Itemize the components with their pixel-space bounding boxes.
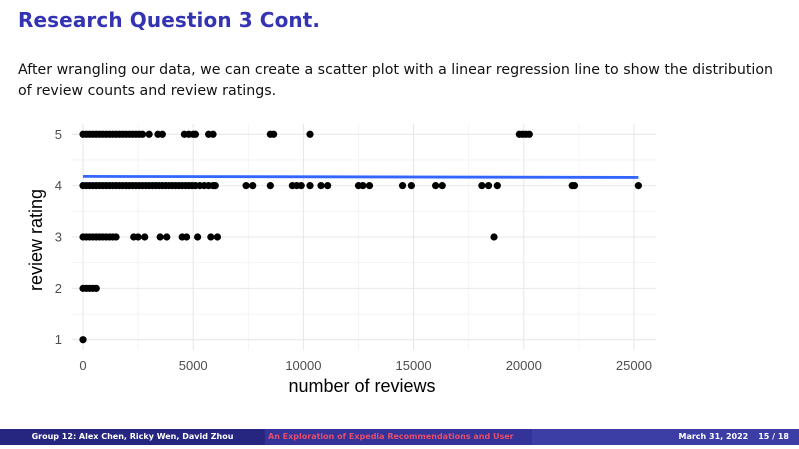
data-point [306,182,314,190]
data-point [306,130,314,138]
data-point [156,233,164,241]
y-tick-label: 5 [55,127,62,142]
data-point [490,233,498,241]
data-point [634,182,642,190]
slide-body-text: After wrangling our data, we can create … [18,62,774,99]
x-tick-label: 5000 [179,358,208,373]
data-point [317,182,325,190]
data-point [365,182,374,190]
slide-footer: Group 12: Alex Chen, Ricky Wen, David Zh… [0,429,799,445]
data-point [194,233,202,241]
data-point [525,130,533,138]
data-point [438,182,446,190]
data-point [145,130,153,138]
data-point [191,130,200,138]
data-point [484,182,493,190]
data-point [478,182,486,190]
y-tick-label: 4 [55,178,62,193]
data-point [493,182,501,190]
data-point [266,182,274,190]
y-tick-label: 3 [55,230,62,245]
footer-authors: Group 12: Alex Chen, Ricky Wen, David Zh… [0,429,265,445]
x-tick-label: 15000 [396,358,432,373]
y-tick-labels: 1 2 3 4 5 [55,127,62,347]
footer-talk-title: An Exploration of Expedia Recommendation… [265,429,532,445]
data-point [92,284,100,292]
data-point [432,182,440,190]
data-point [211,182,219,190]
footer-page-number: 15 / 18 [758,432,789,441]
data-point [112,233,120,241]
y-tick-label: 2 [55,281,62,296]
y-axis-label: review rating [26,189,46,291]
data-point [297,182,305,190]
data-point [138,130,147,138]
data-point [359,182,367,190]
y-tick-label: 1 [55,332,62,347]
regression-line-group [83,174,639,179]
data-point [242,182,250,190]
x-tick-label: 25000 [616,358,652,373]
data-point [79,336,87,344]
data-point [570,182,579,190]
data-point [249,182,257,190]
data-point [158,130,166,138]
footer-date: March 31, 2022 [678,432,749,441]
regression-line [83,174,639,179]
x-tick-label: 10000 [285,358,321,373]
scatter-plot: 0 5000 10000 15000 20000 25000 1 2 3 4 5 number o… [26,124,656,396]
data-point [207,233,215,241]
data-point [324,182,332,190]
x-tick-labels: 0 5000 10000 15000 20000 25000 [79,358,652,373]
data-point [213,233,222,241]
data-point [398,182,407,190]
data-point [134,233,142,241]
data-point [163,233,171,241]
data-point [407,182,415,190]
data-point [209,130,217,138]
x-tick-label: 0 [79,358,86,373]
data-point [270,130,278,138]
x-tick-label: 20000 [506,358,542,373]
slide-title: Research Question 3 Cont. [18,8,321,32]
scatter-points [79,130,642,344]
data-point [182,233,191,241]
data-point [141,233,149,241]
x-axis-label: number of reviews [288,376,435,396]
footer-date-page: March 31, 2022 15 / 18 [532,429,799,445]
